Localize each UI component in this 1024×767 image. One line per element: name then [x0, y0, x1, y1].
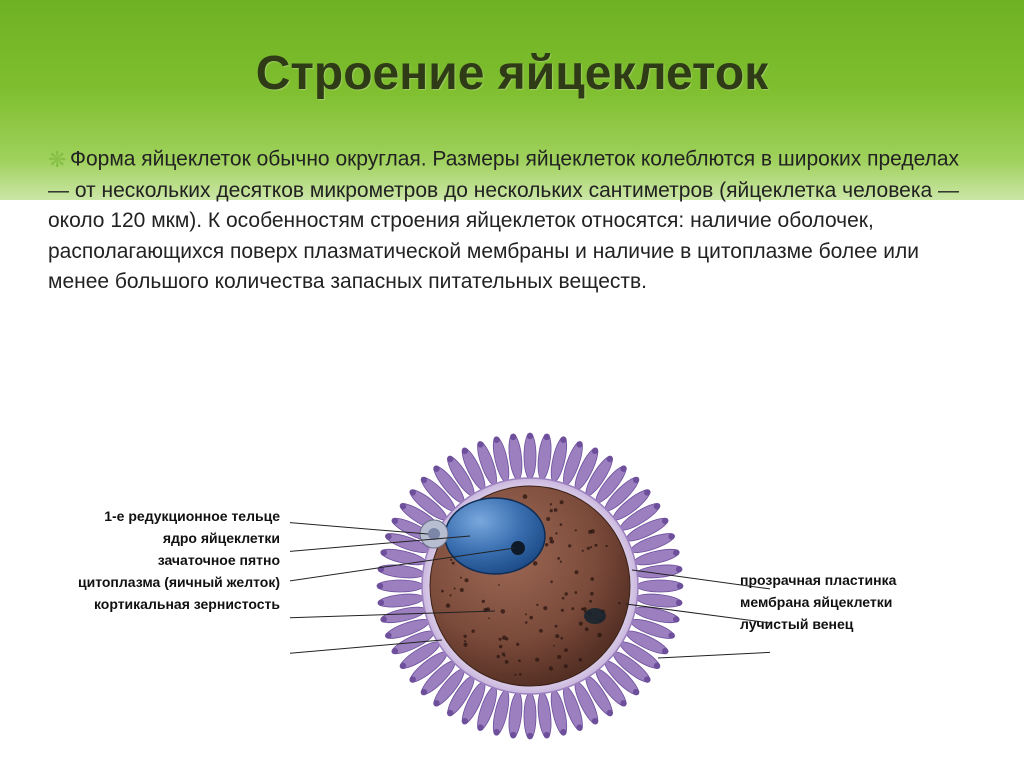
label-nucleolus: зачаточное пятно — [70, 552, 280, 568]
label-nucleus: ядро яйцеклетки — [70, 530, 280, 546]
slide-body: ❋Форма яйцеклеток обычно округлая. Разме… — [48, 144, 976, 298]
label-corona: лучистый венец — [740, 616, 950, 632]
label-cytoplasm: цитоплазма (яичный желток) — [70, 574, 280, 590]
nucleus — [445, 498, 545, 574]
label-cortical: кортикальная зернистость — [70, 596, 280, 612]
bullet-icon: ❋ — [48, 144, 70, 176]
slide-title: Строение яйцеклеток — [0, 46, 1024, 101]
ovum-diagram: 1-е редукционное тельце ядро яйцеклетки … — [70, 420, 950, 740]
dark-spot — [584, 608, 606, 624]
ovum-svg — [290, 426, 770, 746]
label-zona: прозрачная пластинка — [740, 572, 950, 588]
label-membrane: мембрана яйцеклетки — [740, 594, 950, 610]
polar-body-core — [428, 528, 440, 540]
paragraph-text: Форма яйцеклеток обычно округлая. Размер… — [48, 148, 959, 294]
right-label-group: прозрачная пластинка мембрана яйцеклетки… — [740, 572, 950, 638]
left-label-group: 1-е редукционное тельце ядро яйцеклетки … — [70, 508, 280, 618]
label-polar-body: 1-е редукционное тельце — [70, 508, 280, 524]
